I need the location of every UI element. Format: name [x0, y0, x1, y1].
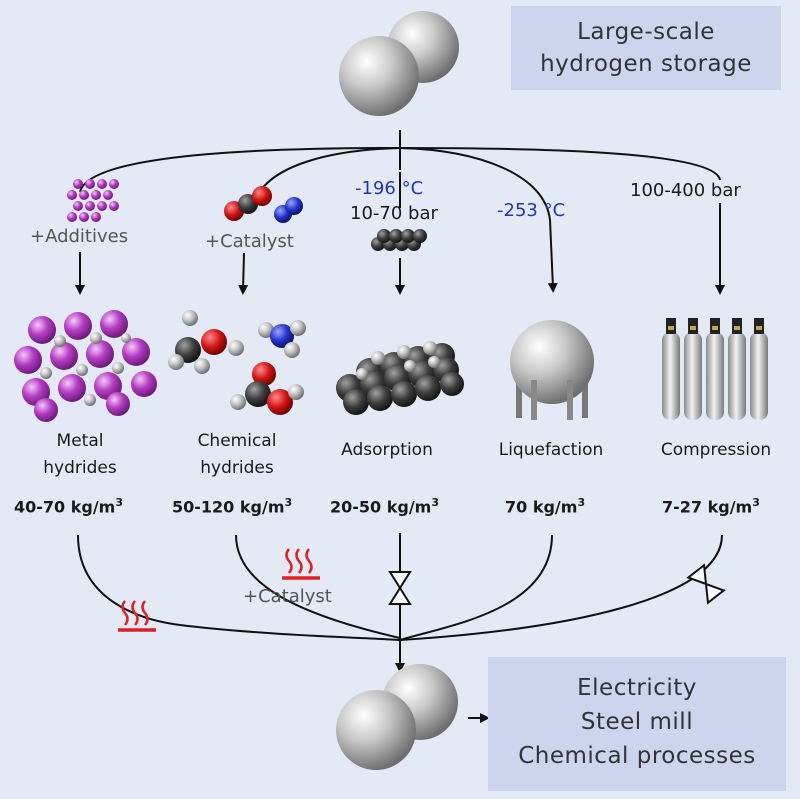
method-metal-hydrides: Metal hydrides: [20, 428, 140, 482]
density-metal-hydrides: 40-70 kg/m3: [14, 496, 123, 516]
density-exp: 3: [752, 496, 760, 509]
adsorption-pressure-label: 10-70 bar: [350, 203, 438, 224]
method-name: Compression: [660, 440, 772, 460]
title-box: Large-scale hydrogen storage: [511, 6, 781, 90]
density-compression: 7-27 kg/m3: [662, 496, 760, 516]
density-liquefaction: 70 kg/m3: [505, 496, 585, 516]
compression-pressure-label: 100-400 bar: [630, 180, 741, 201]
method-chemical-hydrides: Chemical hydrides: [177, 428, 297, 482]
method-name: Liquefaction: [498, 440, 604, 460]
adsorption-small-icon: [371, 229, 427, 251]
method-compression: Compression: [646, 440, 786, 460]
valve-compression-icon: [686, 563, 726, 605]
compression-cylinders-icon: [662, 318, 768, 420]
application-item: Steel mill: [580, 709, 694, 735]
application-item: Chemical processes: [518, 743, 756, 769]
liquefaction-tank-icon: [510, 320, 594, 420]
density-value: 40-70 kg/m: [14, 497, 116, 517]
valve-adsorption-icon: [388, 571, 412, 605]
density-value: 7-27 kg/m: [662, 497, 753, 517]
density-exp: 3: [284, 496, 293, 509]
density-exp: 3: [577, 496, 586, 509]
density-value: 20-50 kg/m: [330, 497, 432, 517]
density-exp: 3: [431, 496, 440, 509]
density-value: 50-120 kg/m: [172, 497, 285, 517]
method-name: hydrides: [43, 458, 117, 478]
catalyst-molecules-icon: [224, 186, 303, 223]
release-lines: [77, 533, 723, 723]
liquefaction-temp-label: -253 °C: [497, 200, 566, 221]
release-catalyst-label: +Catalyst: [243, 586, 332, 607]
adsorption-sheet-icon: [336, 341, 464, 415]
title-line2: hydrogen storage: [540, 51, 752, 77]
additives-label: +Additives: [30, 226, 129, 247]
additives-lattice-icon: [67, 179, 119, 222]
method-name: Chemical: [197, 431, 277, 451]
chemical-hydride-molecules-icon: [168, 310, 306, 415]
density-exp: 3: [115, 496, 124, 509]
application-item: Electricity: [577, 675, 697, 701]
density-chemical-hydrides: 50-120 kg/m3: [172, 496, 292, 516]
title-line1: Large-scale: [577, 19, 715, 45]
density-adsorption: 20-50 kg/m3: [330, 496, 439, 516]
catalyst-label: +Catalyst: [205, 231, 294, 252]
method-name: hydrides: [200, 458, 274, 478]
metal-hydride-lattice-icon: [14, 310, 157, 422]
h2-molecule-bottom-icon: [336, 664, 458, 770]
heat-icon-chemical: [282, 548, 320, 580]
method-name: Adsorption: [341, 440, 433, 460]
distribution-lines: [75, 130, 725, 295]
method-liquefaction: Liquefaction: [486, 440, 616, 460]
heat-icon-metal: [118, 600, 156, 632]
adsorption-temp-label: -196 °C: [355, 178, 424, 199]
method-name: Metal: [56, 431, 104, 451]
method-adsorption: Adsorption: [327, 440, 447, 460]
density-value: 70 kg/m: [505, 497, 578, 517]
applications-box: Electricity Steel mill Chemical processe…: [488, 657, 786, 791]
h2-molecule-top-icon: [339, 11, 459, 116]
